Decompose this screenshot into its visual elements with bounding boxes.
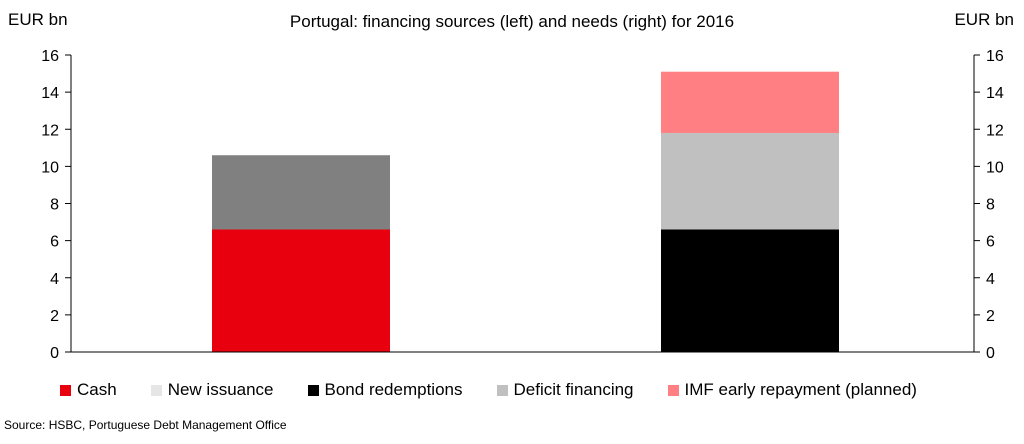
right-axis-unit: EUR bn [954, 10, 1014, 29]
chart-title: Portugal: financing sources (left) and n… [289, 12, 735, 31]
legend-swatch-deficit-financing [496, 384, 508, 396]
legend-item-bond-redemptions: Bond redemptions [307, 380, 463, 400]
source-note: Source: HSBC, Portuguese Debt Management… [4, 418, 287, 432]
left-tick-label: 8 [50, 197, 59, 214]
left-tick-label: 2 [50, 308, 59, 325]
left-tick-label: 4 [50, 271, 59, 288]
legend-swatch-new-issuance [150, 384, 162, 396]
right-tick-label: 8 [986, 197, 995, 214]
chart-legend: Cash New issuance Bond redemptions Defic… [60, 378, 1020, 402]
left-tick-label: 0 [50, 345, 59, 362]
left-tick-label: 12 [41, 122, 59, 139]
left-axis-unit: EUR bn [8, 10, 68, 29]
legend-label-bond-redemptions: Bond redemptions [324, 380, 463, 399]
right-tick-label: 0 [986, 345, 995, 362]
legend-label-cash: Cash [77, 380, 117, 399]
legend-item-new-issuance: New issuance [150, 380, 274, 400]
bar-segment-bond-redemptions [661, 229, 839, 352]
legend-item-cash: Cash [60, 380, 117, 400]
right-tick-label: 4 [986, 271, 995, 288]
bar-segment-new-issuance [212, 155, 390, 230]
legend-swatch-bond-redemptions [307, 384, 319, 396]
legend-item-deficit-financing: Deficit financing [496, 380, 634, 400]
left-tick-label: 16 [41, 48, 59, 65]
left-tick-label: 14 [41, 85, 59, 102]
right-tick-label: 12 [986, 122, 1004, 139]
bar-segment-cash [212, 229, 390, 352]
legend-swatch-cash [60, 384, 71, 396]
bar-segment-deficit-financing [661, 132, 839, 230]
right-tick-label: 14 [986, 85, 1004, 102]
legend-label-deficit-financing: Deficit financing [513, 380, 634, 399]
legend-item-imf-early-repayment: IMF early repayment (planned) [667, 380, 917, 400]
legend-label-new-issuance: New issuance [167, 380, 274, 399]
right-tick-label: 6 [986, 234, 995, 251]
bar-segment-imf-early-repayment-planned [661, 71, 839, 133]
right-tick-label: 2 [986, 308, 995, 325]
legend-swatch-imf-early-repayment [667, 384, 679, 396]
right-tick-label: 10 [986, 159, 1004, 176]
left-tick-label: 6 [50, 234, 59, 251]
legend-label-imf-early-repayment: IMF early repayment (planned) [684, 380, 917, 399]
chart-plot: 0 0 2 2 4 4 6 6 8 8 10 10 12 12 14 14 16 16 [41, 48, 1004, 362]
left-tick-label: 10 [41, 159, 59, 176]
right-tick-label: 16 [986, 48, 1004, 65]
